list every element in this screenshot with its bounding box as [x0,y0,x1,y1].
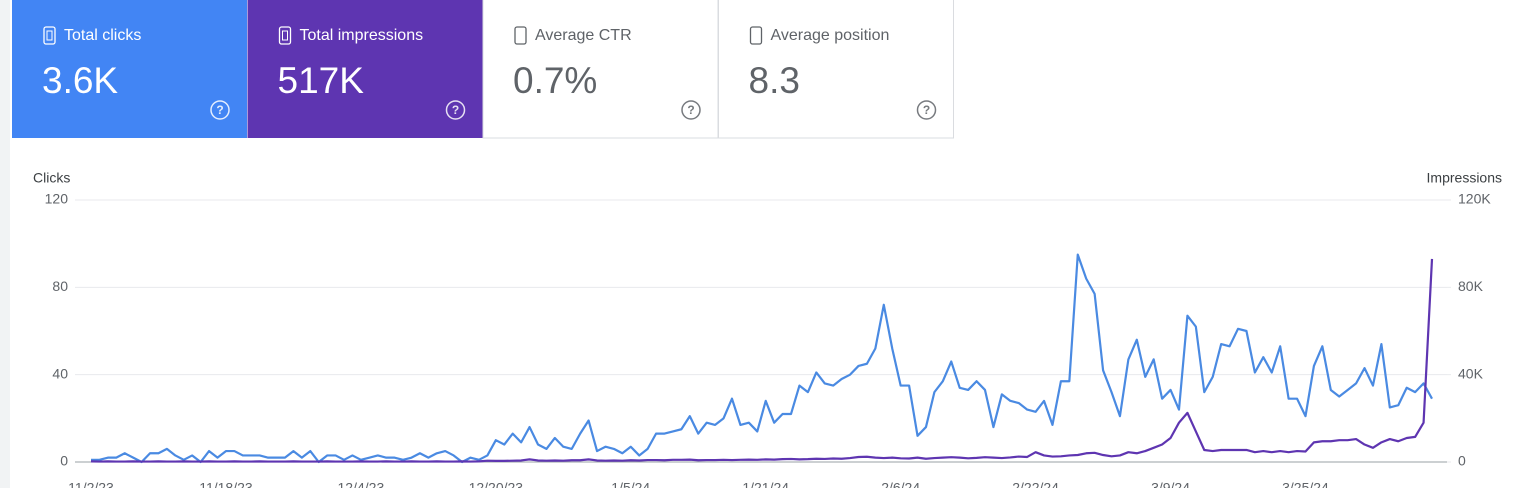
x-tick-label: 1/5/24 [611,480,650,488]
card-value: 517K [278,60,365,101]
y-axis-title: Clicks [33,170,70,186]
metric-card[interactable]: Average position 8.3? [718,0,954,139]
x-tick-label: 2/22/24 [1012,480,1059,488]
x-tick-label: 2/6/24 [881,480,920,488]
y2-tick-label: 0 [1458,453,1466,469]
card-label: Total impressions [300,27,424,44]
checkbox-icon [43,26,56,45]
x-tick-label: 1/21/24 [742,480,789,488]
y-tick-label: 80 [52,278,68,294]
card-background [718,0,954,139]
metric-card[interactable]: Total clicks 3.6K? [12,0,247,138]
y-tick-label: 40 [52,365,68,381]
y2-tick-label: 120K [1458,191,1491,207]
x-tick-label: 12/20/23 [469,480,524,488]
side-strip [0,0,10,488]
checkbox-icon-inner [46,30,53,41]
checkbox-icon [514,26,527,45]
help-icon [681,100,701,120]
x-tick-label: 11/2/23 [68,480,114,488]
x-tick-label: 3/9/24 [1151,480,1190,488]
help-icon-mark: ? [687,103,694,117]
card-background [12,0,247,138]
y-tick-label: 120 [45,191,69,207]
help-icon [445,100,466,120]
card-value: 0.7% [513,60,597,101]
y2-axis-title: Impressions [1427,170,1502,186]
card-label: Average CTR [535,27,632,44]
help-icon [210,100,230,120]
checkbox-icon [749,26,763,45]
metric-card[interactable]: Average CTR 0.7%? [482,0,719,139]
help-icon-mark: ? [452,103,459,117]
card-background [247,0,483,138]
x-tick-label: 3/25/24 [1282,480,1329,488]
x-tick-label: 12/4/23 [338,480,385,488]
series-line [91,253,1433,464]
help-icon-mark: ? [923,103,930,117]
y2-tick-label: 40K [1458,365,1484,381]
checkbox-icon [278,26,292,45]
help-icon [916,100,937,120]
card-value: 8.3 [749,60,800,101]
y2-tick-label: 80K [1458,278,1484,294]
card-value: 3.6K [42,60,118,101]
series-line [90,258,1434,463]
y-tick-label: 0 [60,453,68,469]
x-tick-label: 11/18/23 [199,480,253,488]
checkbox-icon-inner [282,30,288,41]
metric-card[interactable]: Total impressions 517K? [247,0,483,138]
help-icon-mark: ? [216,103,223,117]
card-background [482,0,719,139]
card-label: Total clicks [64,27,141,44]
card-label: Average position [771,27,890,44]
